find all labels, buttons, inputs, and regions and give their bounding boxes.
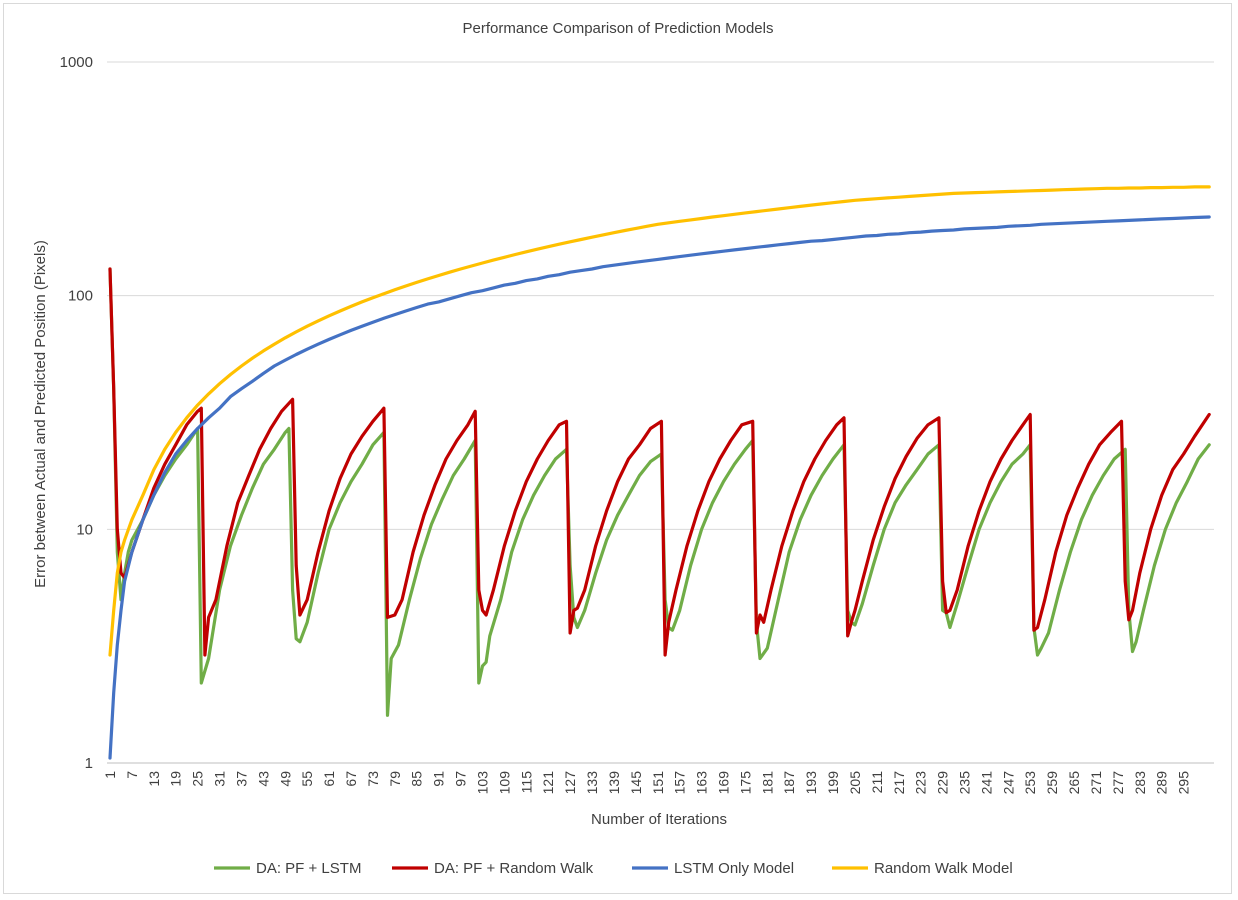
x-tick-label: 295 xyxy=(1176,771,1192,795)
legend: DA: PF + LSTM DA: PF + Random Walk LSTM On… xyxy=(214,860,1013,877)
y-axis-title: Error between Actual and Predicted Posit… xyxy=(32,240,49,588)
x-tick-label: 247 xyxy=(1000,771,1016,795)
x-tick-label: 67 xyxy=(343,771,359,787)
legend-label: Random Walk Model xyxy=(874,860,1013,877)
x-tick-label: 193 xyxy=(803,771,819,795)
x-tick-label: 127 xyxy=(562,771,578,795)
legend-label: DA: PF + LSTM xyxy=(256,860,361,877)
x-tick-label: 181 xyxy=(759,771,775,795)
x-tick-label: 259 xyxy=(1044,771,1060,795)
x-tick-label: 1 xyxy=(102,771,118,779)
x-tick-label: 199 xyxy=(825,771,841,795)
x-tick-label: 7 xyxy=(124,771,140,779)
x-tick-label: 109 xyxy=(496,771,512,795)
x-axis-title: Number of Iterations xyxy=(591,811,727,828)
series-line-3 xyxy=(108,215,1211,760)
x-tick-label: 235 xyxy=(957,771,973,795)
legend-label: DA: PF + Random Walk xyxy=(434,860,594,877)
x-tick-label: 121 xyxy=(540,771,556,795)
x-tick-label: 205 xyxy=(847,771,863,795)
x-tick-label: 217 xyxy=(891,771,907,795)
x-tick-label: 139 xyxy=(606,771,622,795)
series-lines xyxy=(108,185,1211,760)
x-tick-label: 187 xyxy=(781,771,797,795)
x-tick-label: 211 xyxy=(869,771,885,794)
x-tick-label: 55 xyxy=(299,771,315,787)
series-line-4 xyxy=(108,185,1211,657)
x-tick-label: 19 xyxy=(168,771,184,787)
chart-area: Performance Comparison of Prediction Mod… xyxy=(3,3,1232,894)
x-tick-label: 223 xyxy=(913,771,929,795)
x-tick-label: 13 xyxy=(146,771,162,787)
legend-label: LSTM Only Model xyxy=(674,860,794,877)
y-tick-label: 1000 xyxy=(60,54,93,71)
x-tick-label: 163 xyxy=(694,771,710,795)
x-tick-label: 49 xyxy=(277,771,293,787)
x-tick-label: 43 xyxy=(255,771,271,787)
x-tick-label: 37 xyxy=(233,771,249,787)
x-tick-label: 253 xyxy=(1022,771,1038,795)
series-line-2 xyxy=(108,267,1211,657)
x-tick-label: 289 xyxy=(1154,771,1170,795)
x-tick-label: 25 xyxy=(190,771,206,787)
x-tick-label: 133 xyxy=(584,771,600,795)
y-tick-label: 10 xyxy=(76,521,93,538)
x-tick-label: 103 xyxy=(474,771,490,795)
x-tick-label: 151 xyxy=(650,771,666,795)
x-tick-label: 157 xyxy=(672,771,688,795)
y-axis-tick-labels: 1 10 100 1000 xyxy=(60,54,93,772)
x-tick-label: 91 xyxy=(431,771,447,787)
x-tick-label: 85 xyxy=(409,771,425,787)
x-tick-label: 283 xyxy=(1132,771,1148,795)
x-tick-label: 277 xyxy=(1110,771,1126,795)
x-axis-tick-labels: 1 7 13 19 25 31 37 43 49 55 61 67 73 79 85 91 97 103 109 11… xyxy=(102,771,1192,795)
y-tick-label: 100 xyxy=(68,288,93,305)
x-tick-label: 61 xyxy=(321,771,337,787)
x-tick-label: 79 xyxy=(387,771,403,787)
x-tick-label: 229 xyxy=(935,771,951,795)
x-tick-label: 31 xyxy=(212,771,228,787)
x-tick-label: 271 xyxy=(1088,771,1104,795)
x-tick-label: 175 xyxy=(737,771,753,795)
chart-svg: Performance Comparison of Prediction Mod… xyxy=(32,20,1214,877)
chart-title: Performance Comparison of Prediction Mod… xyxy=(463,20,774,37)
x-tick-label: 115 xyxy=(518,771,534,794)
y-tick-label: 1 xyxy=(85,755,93,772)
x-tick-label: 241 xyxy=(978,771,994,795)
x-tick-label: 73 xyxy=(365,771,381,787)
x-tick-label: 145 xyxy=(628,771,644,795)
x-tick-label: 169 xyxy=(715,771,731,795)
x-tick-label: 265 xyxy=(1066,771,1082,795)
gridlines xyxy=(107,61,1214,764)
x-tick-label: 97 xyxy=(453,771,469,787)
series-line-1 xyxy=(108,267,1211,717)
